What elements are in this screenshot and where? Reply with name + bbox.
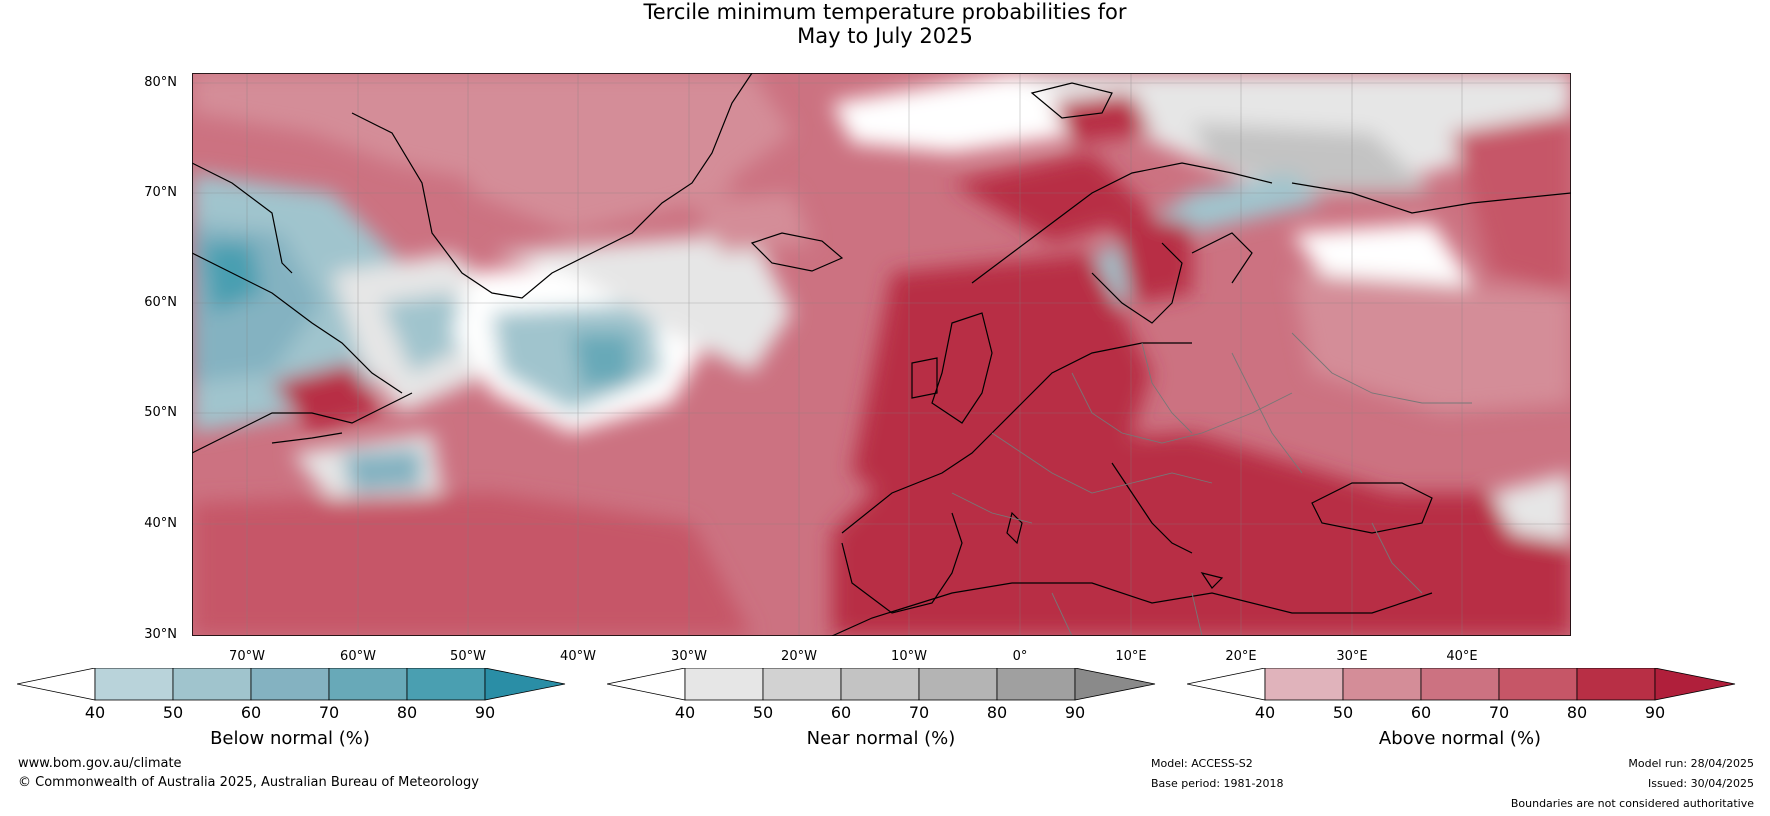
lat-label-40: 40°N [144, 516, 177, 531]
lon-label-70w: 70°W [229, 649, 265, 664]
map-title: Tercile minimum temperature probabilitie… [0, 0, 1770, 48]
above-tick-70: 70 [1488, 703, 1510, 722]
lon-label-20e: 20°E [1225, 649, 1257, 664]
lon-label-0: 0° [1012, 649, 1028, 664]
above-tick-40: 40 [1254, 703, 1276, 722]
lon-label-30e: 30°E [1336, 649, 1368, 664]
lon-label-10w: 10°W [891, 649, 927, 664]
map-svg [192, 73, 1571, 636]
lon-label-40e: 40°E [1446, 649, 1478, 664]
website-link[interactable]: www.bom.gov.au/climate [18, 756, 182, 771]
lon-label-30w: 30°W [671, 649, 707, 664]
above-tick-50: 50 [1332, 703, 1354, 722]
lat-label-70: 70°N [144, 185, 177, 200]
copyright-text: © Commonwealth of Australia 2025, Austra… [18, 775, 479, 790]
near-normal-title: Near normal (%) [806, 728, 956, 749]
lat-label-80: 80°N [144, 75, 177, 90]
below-tick-80: 80 [396, 703, 418, 722]
above-tick-80: 80 [1566, 703, 1588, 722]
lat-label-50: 50°N [144, 405, 177, 420]
colorbar-near-normal [607, 668, 1156, 701]
lat-label-30: 30°N [144, 627, 177, 642]
below-tick-50: 50 [162, 703, 184, 722]
lon-label-50w: 50°W [450, 649, 486, 664]
above-tick-90: 90 [1644, 703, 1666, 722]
above-normal-title: Above normal (%) [1378, 728, 1542, 749]
colorbar-below-normal [17, 668, 566, 701]
title-line-1: Tercile minimum temperature probabilitie… [643, 0, 1127, 24]
disclaimer-text: Boundaries are not considered authoritat… [1510, 797, 1754, 810]
lon-label-10e: 10°E [1115, 649, 1147, 664]
below-tick-60: 60 [240, 703, 262, 722]
country-borders [951, 332, 1472, 636]
model-name: Model: ACCESS-S2 [1151, 757, 1253, 770]
base-period: Base period: 1981-2018 [1151, 777, 1284, 790]
above-tick-60: 60 [1410, 703, 1432, 722]
near-tick-40: 40 [674, 703, 696, 722]
near-tick-50: 50 [752, 703, 774, 722]
near-tick-70: 70 [908, 703, 930, 722]
lon-label-20w: 20°W [781, 649, 817, 664]
below-tick-90: 90 [474, 703, 496, 722]
near-tick-90: 90 [1064, 703, 1086, 722]
near-tick-60: 60 [830, 703, 852, 722]
issued-date: Issued: 30/04/2025 [1647, 777, 1754, 790]
graticule [192, 73, 1571, 636]
title-line-2: May to July 2025 [797, 24, 973, 48]
colorbar-above-normal [1187, 668, 1736, 701]
lon-label-40w: 40°W [560, 649, 596, 664]
coastlines [192, 73, 1571, 636]
probability-map[interactable] [192, 73, 1571, 636]
near-tick-80: 80 [986, 703, 1008, 722]
lon-label-60w: 60°W [340, 649, 376, 664]
model-run: Model run: 28/04/2025 [1628, 757, 1754, 770]
below-tick-70: 70 [318, 703, 340, 722]
below-tick-40: 40 [84, 703, 106, 722]
lat-label-60: 60°N [144, 295, 177, 310]
below-normal-title: Below normal (%) [210, 728, 370, 749]
